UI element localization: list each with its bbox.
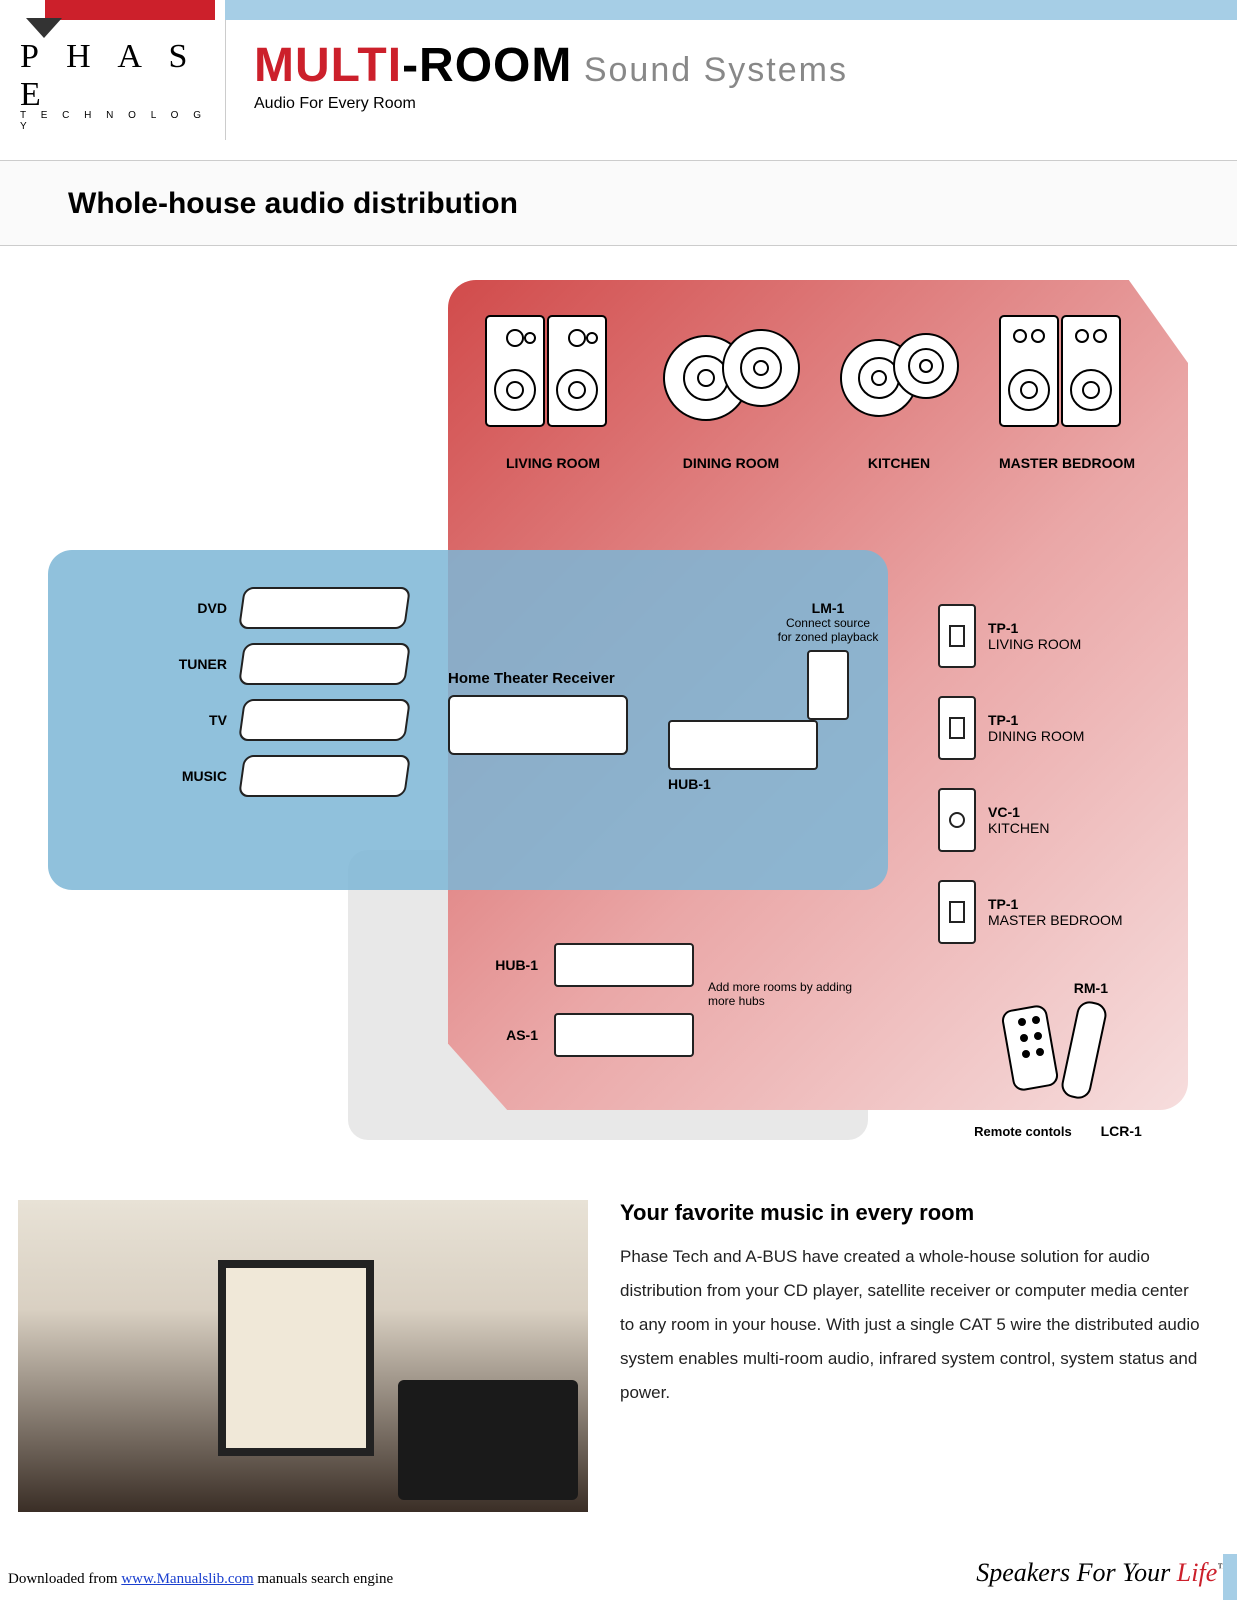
room-label: DINING ROOM (656, 455, 806, 471)
home-theater-receiver: Home Theater Receiver (448, 670, 648, 755)
footer-download: Downloaded from www.Manualslib.com manua… (8, 1571, 393, 1588)
panel-model: TP-1 (988, 712, 1084, 728)
lcr1-label: LCR-1 (1101, 1123, 1142, 1139)
component-box-icon (238, 755, 411, 797)
extra-hub-label: HUB-1 (478, 957, 538, 973)
brand-logo: P H A S E T E C H N O L O G Y (20, 38, 210, 132)
extra-hub-1: HUB-1 (478, 930, 694, 1000)
add-rooms-note: Add more rooms by adding more hubs (708, 980, 858, 1008)
component-box-icon (238, 699, 411, 741)
speaker-living: LIVING ROOM (478, 308, 628, 471)
hub-box-icon (554, 1013, 694, 1057)
panel-dining: TP-1DINING ROOM (938, 682, 1158, 774)
lm1-module: LM-1 Connect source for zoned playback (768, 600, 888, 723)
panel-master: TP-1MASTER BEDROOM (938, 866, 1158, 958)
source-dvd: DVD (168, 580, 408, 636)
copy-heading: Your favorite music in every room (620, 1200, 1200, 1226)
title-multi: MULTI (254, 39, 402, 92)
source-stack: DVD TUNER TV MUSIC (168, 580, 408, 804)
wallplate-icon (938, 696, 976, 760)
ceiling-speaker-icon (656, 308, 806, 438)
slogan-pre: Speakers For Your (976, 1558, 1177, 1587)
footer: Downloaded from www.Manualslib.com manua… (8, 1558, 1229, 1588)
section-title: Whole-house audio distribution (68, 187, 1237, 221)
page-title: MULTI-ROOM Sound Systems (254, 38, 1209, 93)
source-tuner: TUNER (168, 636, 408, 692)
title-band: MULTI-ROOM Sound Systems Audio For Every… (225, 20, 1237, 140)
bookshelf-speaker-icon (478, 308, 628, 438)
panel-model: VC-1 (988, 804, 1049, 820)
panel-kitchen: VC-1KITCHEN (938, 774, 1158, 866)
hub-main: HUB-1 (668, 720, 818, 792)
speaker-kitchen: KITCHEN (834, 308, 964, 471)
room-label: LIVING ROOM (478, 455, 628, 471)
rm1-label: RM-1 (948, 980, 1108, 996)
speaker-master: MASTER BEDROOM (992, 308, 1142, 471)
panel-room: MASTER BEDROOM (988, 912, 1123, 928)
source-label: DVD (168, 600, 227, 616)
extra-hub-2: AS-1 (478, 1000, 694, 1070)
component-box-icon (238, 643, 411, 685)
lm1-note2: for zoned playback (778, 630, 879, 644)
hub-box-icon (554, 943, 694, 987)
logo-text: P H A S E (20, 38, 210, 114)
source-label: TV (168, 712, 227, 728)
dl-pre: Downloaded from (8, 1571, 121, 1587)
source-label: MUSIC (168, 768, 227, 784)
source-label: TUNER (168, 656, 227, 672)
hub-box-icon (668, 720, 818, 770)
title-sub: Sound Systems (572, 51, 848, 89)
remote-icon (988, 996, 1128, 1106)
wallplate-icon (938, 604, 976, 668)
logo-triangle-icon (26, 18, 62, 38)
panel-room: LIVING ROOM (988, 636, 1081, 652)
panel-room: KITCHEN (988, 820, 1049, 836)
panel-room: DINING ROOM (988, 728, 1084, 744)
inwall-speaker-icon (992, 308, 1142, 438)
wallplate-icon (807, 650, 849, 720)
footer-slogan: Speakers For Your Life™ (976, 1558, 1229, 1588)
title-tagline: Audio For Every Room (254, 95, 1209, 113)
source-tv: TV (168, 692, 408, 748)
wall-panel-column: TP-1LIVING ROOM TP-1DINING ROOM VC-1KITC… (938, 590, 1158, 958)
speaker-row: LIVING ROOM DINING ROOM KITCHEN (478, 308, 1142, 471)
source-music: MUSIC (168, 748, 408, 804)
remote-controls: RM-1 Remote contols LCR-1 (948, 980, 1168, 1139)
dl-post: manuals search engine (254, 1571, 394, 1587)
body-copy: Your favorite music in every room Phase … (620, 1200, 1200, 1410)
footer-accent-bar (1223, 1554, 1237, 1600)
lm1-name: LM-1 (812, 600, 845, 616)
component-box-icon (238, 587, 411, 629)
ceiling-speaker-icon (834, 308, 964, 438)
diagram: LIVING ROOM DINING ROOM KITCHEN (48, 280, 1188, 1150)
top-strip (0, 0, 1237, 20)
remote-title: Remote contols (974, 1124, 1072, 1139)
room-label: KITCHEN (834, 455, 964, 471)
room-label: MASTER BEDROOM (992, 455, 1142, 471)
hub-label: HUB-1 (668, 776, 818, 792)
dl-link[interactable]: www.Manualslib.com (121, 1571, 253, 1587)
panel-living: TP-1LIVING ROOM (938, 590, 1158, 682)
lm1-note1: Connect source (786, 616, 870, 630)
room-photo (18, 1200, 588, 1512)
section-band: Whole-house audio distribution (0, 160, 1237, 246)
wallplate-icon (938, 788, 976, 852)
speaker-dining: DINING ROOM (656, 308, 806, 471)
wallplate-icon (938, 880, 976, 944)
title-room: -ROOM (402, 39, 572, 92)
receiver-box-icon (448, 695, 628, 755)
extra-hubs: HUB-1 AS-1 (478, 930, 694, 1070)
receiver-label: Home Theater Receiver (448, 670, 648, 687)
panel-model: TP-1 (988, 620, 1081, 636)
slogan-life: Life (1177, 1558, 1217, 1587)
panel-model: TP-1 (988, 896, 1123, 912)
logo-subtext: T E C H N O L O G Y (20, 110, 210, 132)
copy-body: Phase Tech and A-BUS have created a whol… (620, 1240, 1200, 1410)
extra-hub-label: AS-1 (478, 1027, 538, 1043)
